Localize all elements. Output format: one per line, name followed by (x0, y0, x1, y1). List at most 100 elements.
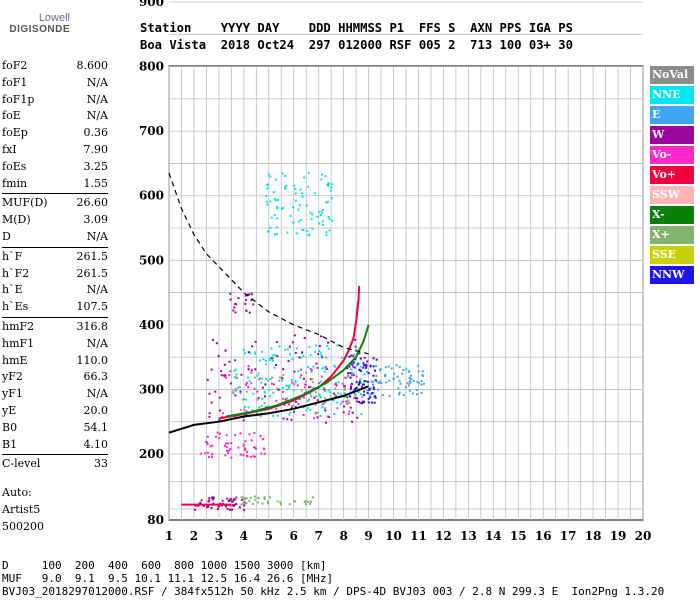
echo-point (322, 386, 325, 389)
echo-point (314, 412, 317, 415)
param-row: yF2 66.3 (2, 369, 108, 386)
echo-point (359, 365, 362, 368)
echo-point (375, 358, 378, 361)
trace-vertical-o (218, 286, 361, 420)
x-tick-label: 3 (215, 529, 223, 543)
echo-point (249, 352, 252, 355)
echo-point (226, 497, 229, 500)
echo-point (361, 401, 364, 404)
echo-point (250, 369, 253, 372)
echo-point (351, 362, 354, 365)
echo-point (358, 400, 361, 403)
echo-point (287, 360, 290, 363)
echo-point (225, 434, 228, 437)
echo-point (359, 402, 362, 405)
param-name: foE (2, 109, 21, 123)
echo-point (366, 389, 369, 392)
echo-point (254, 455, 257, 458)
echo-point (345, 400, 348, 403)
echo-point (323, 366, 326, 369)
echo-point (254, 352, 257, 355)
echo-point (348, 365, 351, 368)
echo-point (290, 405, 293, 408)
echo-point (276, 387, 279, 390)
echo-point (237, 386, 240, 389)
y-tick-label: 900 (139, 0, 164, 9)
echo-point (282, 206, 285, 209)
echo-point (207, 456, 210, 459)
echo-point (321, 223, 324, 226)
echo-point (372, 374, 375, 377)
echo-point (266, 379, 269, 382)
echo-point (328, 229, 331, 232)
echo-point (248, 311, 251, 314)
echo-point (251, 503, 254, 506)
echo-point (250, 382, 253, 385)
echo-point (253, 431, 256, 434)
echo-point (261, 502, 264, 505)
echo-point (263, 390, 266, 393)
echo-point (325, 368, 328, 371)
echo-point (305, 409, 308, 412)
echo-point (235, 373, 238, 376)
legend-item: W (650, 125, 694, 144)
echo-point (206, 378, 209, 381)
param-row: hmE 110.0 (2, 353, 108, 370)
echo-point (284, 187, 287, 190)
echo-point (356, 416, 359, 419)
param-value: 20.0 (83, 403, 109, 417)
echo-point (307, 171, 310, 174)
echo-point (206, 435, 209, 438)
echo-point (229, 298, 232, 301)
echo-point (407, 370, 410, 373)
echo-point (285, 397, 288, 400)
param-row: foE N/A (2, 108, 108, 125)
echo-point (227, 442, 230, 445)
param-value: N/A (86, 336, 108, 350)
echo-point (269, 175, 272, 178)
echo-point (260, 452, 263, 455)
echo-point (294, 351, 297, 354)
echo-point (286, 231, 289, 234)
echo-point (230, 456, 233, 459)
echo-point (275, 363, 278, 366)
echo-point (279, 501, 282, 504)
echo-point (372, 365, 375, 368)
param-value: N/A (86, 109, 108, 123)
echo-point (359, 378, 362, 381)
echo-point (288, 503, 291, 506)
echo-point (290, 418, 293, 421)
echo-point (226, 452, 229, 455)
echo-point (351, 374, 354, 377)
x-tick-label: 1 (165, 529, 173, 543)
echo-point (240, 503, 243, 506)
echo-point (256, 412, 259, 415)
echo-point (229, 370, 232, 373)
echo-point (285, 384, 288, 387)
auto-line1: Auto: (2, 486, 32, 499)
echo-point (251, 345, 254, 348)
echo-point (283, 403, 286, 406)
echo-point (385, 381, 388, 384)
echo-point (315, 362, 318, 365)
echo-point (212, 502, 215, 505)
echo-point (321, 367, 324, 370)
echo-point (327, 347, 330, 350)
header-row2: Boa Vista 2018 Oct24 297 012000 RSF 005 … (140, 38, 573, 52)
param-row: hmF2 316.8 (2, 319, 108, 336)
echo-point (358, 368, 361, 371)
echo-point (231, 508, 234, 511)
echo-point (364, 364, 367, 367)
echo-point (216, 508, 219, 511)
echo-point (359, 393, 362, 396)
echo-point (375, 364, 378, 367)
echo-point (215, 342, 218, 345)
echo-point (355, 381, 358, 384)
param-row: h`Es 107.5 (2, 299, 108, 316)
echo-point (285, 184, 288, 187)
echo-point (362, 364, 365, 367)
echo-point (355, 387, 358, 390)
echo-point (349, 388, 352, 391)
echo-point (294, 405, 297, 408)
